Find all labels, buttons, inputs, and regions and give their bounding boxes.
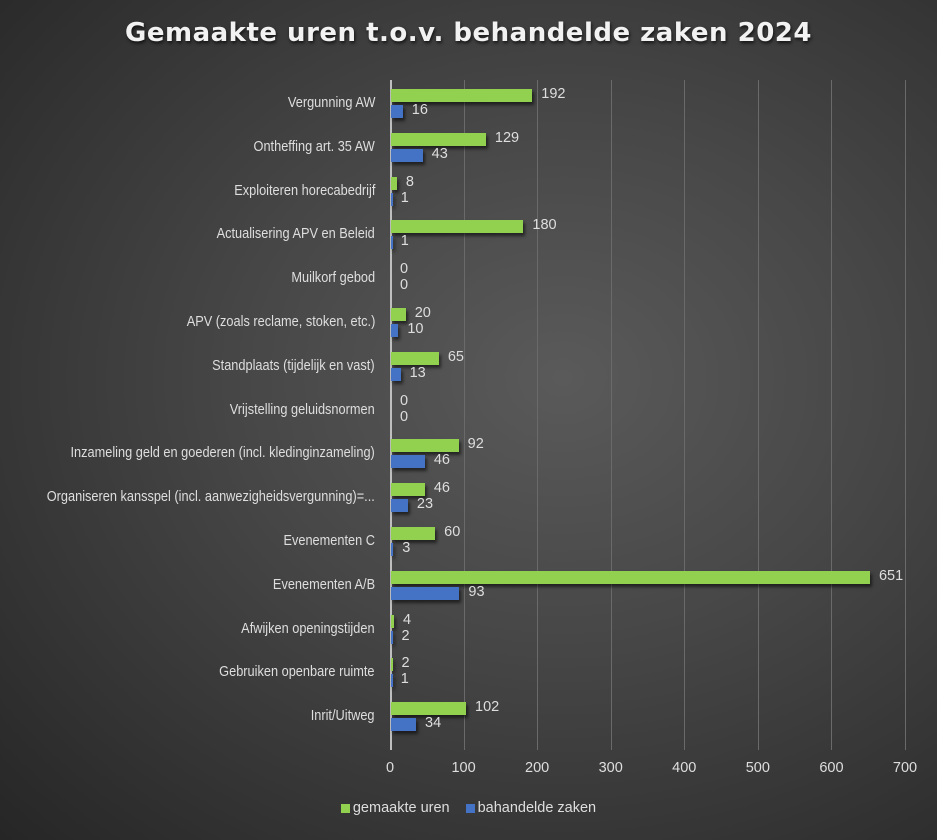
bar-behandelde-zaken[interactable] <box>391 586 460 600</box>
data-label: 2 <box>401 655 410 672</box>
data-label: 0 <box>400 408 409 425</box>
bar-behandelde-zaken[interactable] <box>391 542 394 556</box>
legend-swatch-icon <box>340 803 350 813</box>
category-label: Inzameling geld en goederen (incl. kledi… <box>70 445 375 462</box>
bar-behandelde-zaken[interactable] <box>391 192 393 206</box>
x-tick-label: 700 <box>892 760 918 776</box>
bar-gemaakte-uren[interactable] <box>391 220 524 234</box>
legend-item[interactable]: gemaakte uren <box>340 800 450 816</box>
gridline <box>905 80 906 750</box>
x-tick-label: 100 <box>451 760 476 776</box>
data-label: 13 <box>409 364 426 381</box>
x-tick-label: 200 <box>525 760 550 776</box>
bar-behandelde-zaken[interactable] <box>391 630 393 644</box>
legend-swatch-icon <box>465 803 475 813</box>
bar-behandelde-zaken[interactable] <box>391 148 423 162</box>
category-label: Afwijken openingstijden <box>241 620 375 637</box>
gridline <box>463 80 465 750</box>
data-label: 46 <box>433 480 450 497</box>
data-label: 129 <box>494 129 520 146</box>
data-label: 0 <box>400 277 409 294</box>
bar-gemaakte-uren[interactable] <box>391 483 425 497</box>
bar-gemaakte-uren[interactable] <box>391 439 459 453</box>
data-label: 10 <box>407 320 424 337</box>
data-label: 34 <box>425 715 442 732</box>
x-tick-label: 300 <box>598 760 623 776</box>
data-label: 93 <box>468 583 485 600</box>
data-label: 4 <box>402 611 412 628</box>
category-label: Inrit/Uitweg <box>311 708 375 725</box>
data-label: 20 <box>414 304 431 321</box>
bar-behandelde-zaken[interactable] <box>391 323 399 337</box>
data-label: 0 <box>400 261 409 278</box>
gridline <box>610 80 612 750</box>
plot-area: 192 16 129 43 8 1 180 1 0 0 20 10 65 13 0 0 92 46 46 23 60 3 6… <box>390 80 906 750</box>
data-label: 46 <box>433 452 450 469</box>
category-label: Standplaats (tijdelijk en vast) <box>212 357 375 374</box>
bar-behandelde-zaken[interactable] <box>391 674 393 688</box>
category-label: Evenementen A/B <box>272 576 375 593</box>
data-label: 1 <box>400 233 409 250</box>
chart-title: Gemaakte uren t.o.v. behandelde zaken 20… <box>125 18 812 48</box>
legend-label: gemaakte uren <box>352 800 450 816</box>
value-axis-line <box>390 80 392 750</box>
data-label: 65 <box>447 348 464 365</box>
data-label: 180 <box>532 217 557 234</box>
gridline <box>537 80 539 750</box>
bar-gemaakte-uren[interactable] <box>391 176 397 190</box>
gridline <box>684 80 686 750</box>
bar-behandelde-zaken[interactable] <box>391 236 393 250</box>
data-label: 102 <box>475 699 500 716</box>
x-tick-label: 600 <box>819 760 844 776</box>
category-label: Actualisering APV en Beleid <box>216 226 375 243</box>
data-label: 60 <box>444 523 461 540</box>
data-label: 1 <box>400 189 409 206</box>
data-label: 1 <box>400 671 409 688</box>
bar-gemaakte-uren[interactable] <box>391 658 393 672</box>
bar-gemaakte-uren[interactable] <box>391 132 486 146</box>
data-label: 0 <box>400 392 409 409</box>
category-label: Vrijstelling geluidsnormen <box>230 401 375 418</box>
gridline <box>757 80 759 750</box>
bar-gemaakte-uren[interactable] <box>391 614 394 628</box>
category-label: Vergunning AW <box>287 94 375 111</box>
data-label: 16 <box>411 101 428 118</box>
category-label: APV (zoals reclame, stoken, etc.) <box>186 313 375 330</box>
category-label: Evenementen C <box>283 532 375 549</box>
data-label: 192 <box>541 85 566 102</box>
x-tick-label: 500 <box>745 760 770 776</box>
bar-behandelde-zaken[interactable] <box>391 455 425 469</box>
category-label: Muilkorf gebod <box>291 270 375 287</box>
data-label: 8 <box>405 173 414 190</box>
data-label: 3 <box>402 539 411 556</box>
category-label: Ontheffing art. 35 AW <box>253 138 375 155</box>
data-label: 92 <box>467 436 484 453</box>
bar-gemaakte-uren[interactable] <box>391 526 436 540</box>
bar-behandelde-zaken[interactable] <box>391 718 416 732</box>
data-label: 651 <box>878 567 904 584</box>
bar-gemaakte-uren[interactable] <box>391 702 467 716</box>
bar-behandelde-zaken[interactable] <box>391 499 408 513</box>
gridline <box>831 80 833 750</box>
bar-gemaakte-uren[interactable] <box>391 570 870 584</box>
category-label: Gebruiken openbare ruimte <box>219 664 375 681</box>
data-label: 23 <box>416 496 434 513</box>
data-label: 2 <box>401 627 410 644</box>
legend-item[interactable]: bahandelde zaken <box>465 800 597 816</box>
category-label: Organiseren kansspel (incl. aanwezigheid… <box>46 489 375 506</box>
legend-label: bahandelde zaken <box>477 800 597 816</box>
legend: gemaakte uren bahandelde zaken <box>0 800 937 816</box>
bar-behandelde-zaken[interactable] <box>391 367 401 381</box>
bar-behandelde-zaken[interactable] <box>391 104 403 118</box>
x-tick-label: 400 <box>672 760 697 776</box>
bar-gemaakte-uren[interactable] <box>391 351 439 365</box>
x-tick-label: 0 <box>385 760 395 776</box>
category-label: Exploiteren horecabedrijf <box>233 182 375 199</box>
data-label: 43 <box>431 145 448 162</box>
bar-gemaakte-uren[interactable] <box>391 307 406 321</box>
bar-gemaakte-uren[interactable] <box>391 88 533 102</box>
